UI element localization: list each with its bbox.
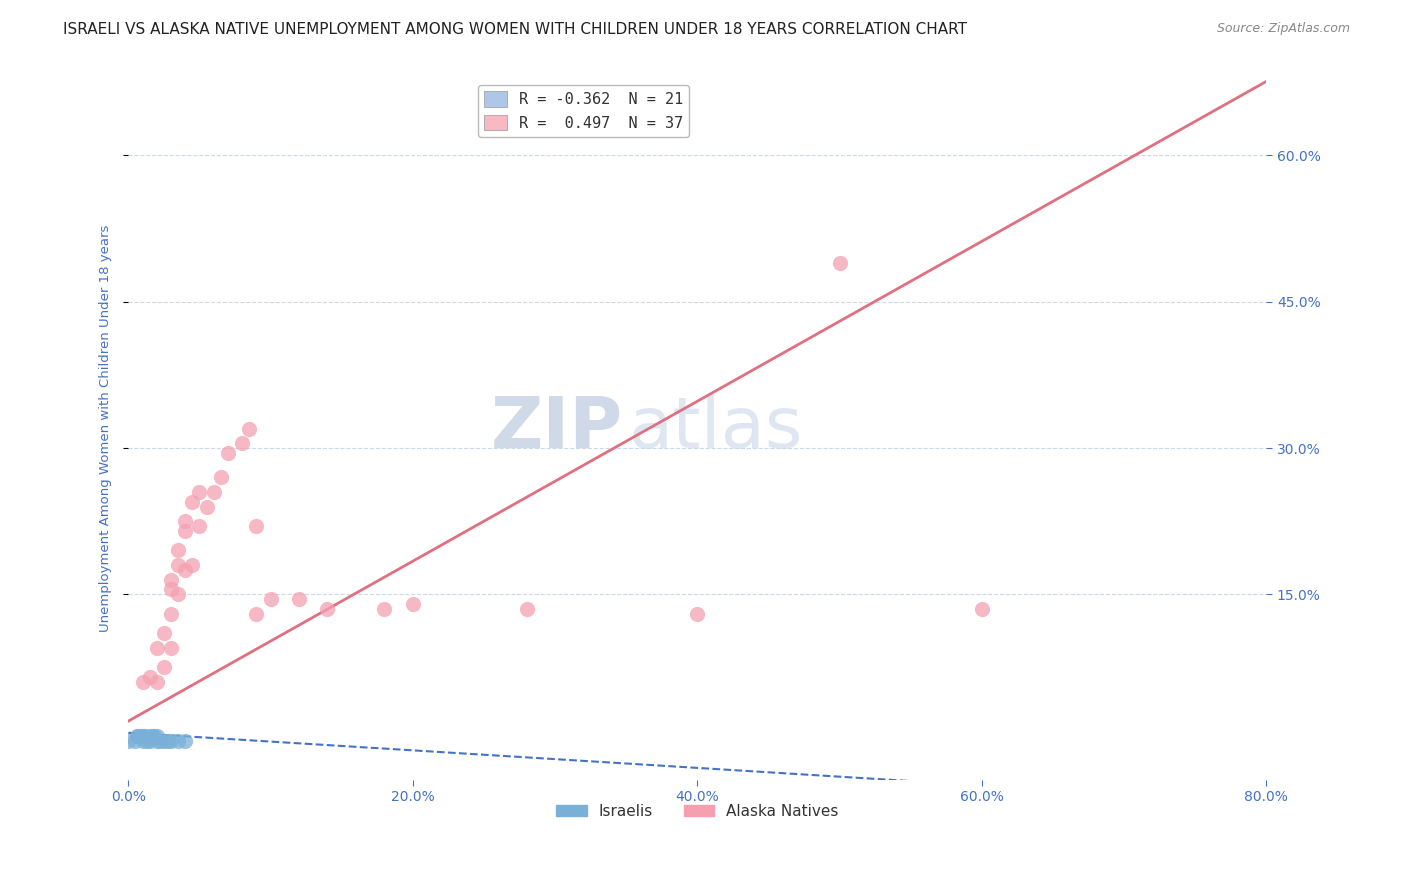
- Point: [970, 602, 993, 616]
- Point: [209, 470, 232, 484]
- Text: Source: ZipAtlas.com: Source: ZipAtlas.com: [1216, 22, 1350, 36]
- Point: [167, 733, 190, 747]
- Point: [174, 563, 197, 577]
- Point: [188, 484, 211, 499]
- Point: [160, 607, 183, 621]
- Point: [160, 733, 183, 747]
- Point: [686, 607, 709, 621]
- Point: [373, 602, 395, 616]
- Point: [138, 733, 160, 747]
- Point: [160, 573, 183, 587]
- Point: [181, 558, 204, 572]
- Point: [202, 484, 225, 499]
- Legend: Israelis, Alaska Natives: Israelis, Alaska Natives: [550, 797, 845, 824]
- Point: [124, 733, 146, 747]
- Point: [153, 660, 176, 674]
- Point: [138, 670, 160, 684]
- Point: [167, 543, 190, 558]
- Point: [127, 729, 149, 743]
- Point: [131, 675, 153, 690]
- Point: [188, 519, 211, 533]
- Point: [516, 602, 538, 616]
- Point: [157, 733, 180, 747]
- Point: [138, 729, 160, 743]
- Point: [160, 582, 183, 597]
- Point: [146, 640, 169, 655]
- Point: [141, 729, 163, 743]
- Point: [174, 524, 197, 538]
- Point: [217, 446, 239, 460]
- Point: [142, 729, 165, 743]
- Point: [174, 514, 197, 528]
- Point: [146, 675, 169, 690]
- Point: [245, 607, 267, 621]
- Point: [167, 558, 190, 572]
- Point: [146, 729, 169, 743]
- Point: [131, 729, 153, 743]
- Text: ISRAELI VS ALASKA NATIVE UNEMPLOYMENT AMONG WOMEN WITH CHILDREN UNDER 18 YEARS C: ISRAELI VS ALASKA NATIVE UNEMPLOYMENT AM…: [63, 22, 967, 37]
- Point: [828, 256, 851, 270]
- Point: [259, 592, 281, 607]
- Point: [195, 500, 218, 514]
- Point: [167, 587, 190, 601]
- Point: [125, 729, 148, 743]
- Point: [160, 640, 183, 655]
- Point: [181, 494, 204, 508]
- Y-axis label: Unemployment Among Women with Children Under 18 years: Unemployment Among Women with Children U…: [100, 225, 112, 632]
- Point: [245, 519, 267, 533]
- Text: ZIP: ZIP: [491, 394, 623, 463]
- Point: [146, 733, 169, 747]
- Point: [231, 436, 253, 450]
- Point: [149, 733, 172, 747]
- Point: [288, 592, 311, 607]
- Point: [135, 733, 157, 747]
- Point: [402, 597, 425, 611]
- Point: [153, 733, 176, 747]
- Point: [238, 421, 260, 435]
- Point: [316, 602, 339, 616]
- Point: [153, 626, 176, 640]
- Point: [117, 733, 139, 747]
- Point: [129, 729, 152, 743]
- Point: [131, 733, 153, 747]
- Point: [134, 729, 156, 743]
- Point: [174, 733, 197, 747]
- Text: atlas: atlas: [628, 394, 803, 463]
